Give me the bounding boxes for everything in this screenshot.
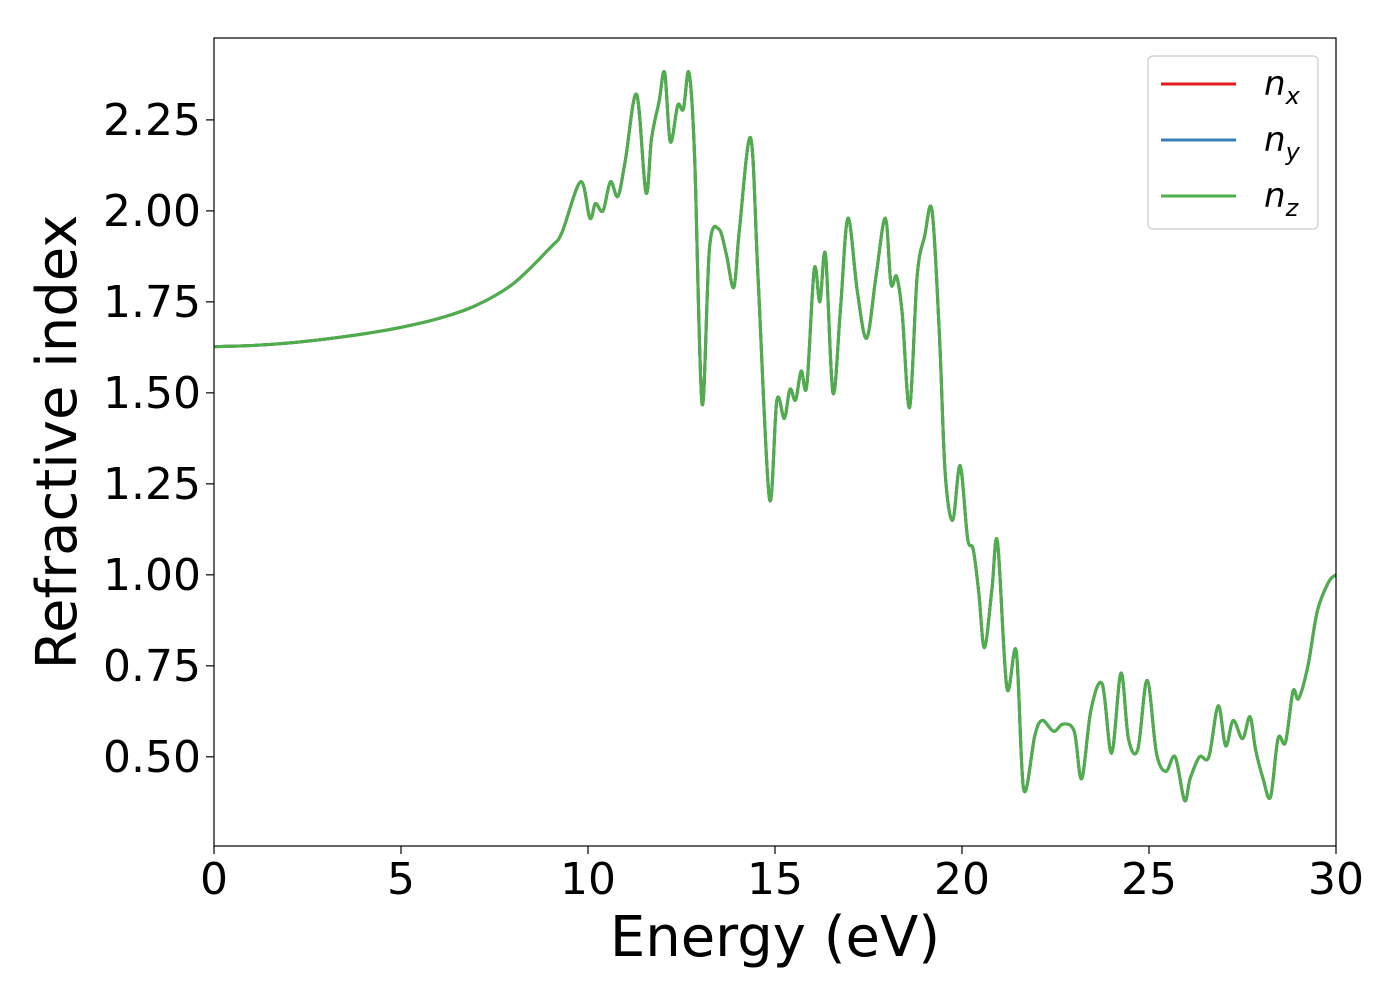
x-axis-title: Energy (eV) xyxy=(610,905,940,970)
legend-label-subscript: y xyxy=(1285,138,1301,166)
y-tick-label: 0.75 xyxy=(103,641,201,692)
legend-label-main: n xyxy=(1264,64,1286,104)
y-tick-label: 1.25 xyxy=(103,459,201,510)
legend-label-subscript: x xyxy=(1285,82,1301,110)
y-axis: 0.50 0.75 1.00 1.25 1.50 1.75 2.00 2.25 xyxy=(103,95,214,783)
legend-label-subscript: z xyxy=(1285,194,1300,222)
y-tick-label: 1.50 xyxy=(103,368,201,419)
y-axis-title: Refractive index xyxy=(25,215,90,670)
legend-label-main: n xyxy=(1264,120,1286,160)
y-tick-label: 2.00 xyxy=(103,186,201,237)
legend-label-main: n xyxy=(1264,176,1286,216)
x-tick-label: 0 xyxy=(200,854,228,905)
x-tick-label: 15 xyxy=(747,854,803,905)
x-tick-label: 20 xyxy=(934,854,990,905)
series-line-z xyxy=(214,69,1336,803)
y-tick-label: 2.25 xyxy=(103,95,201,146)
x-tick-label: 30 xyxy=(1308,854,1364,905)
y-tick-label: 1.75 xyxy=(103,277,201,328)
x-axis: 0 5 10 15 20 25 30 xyxy=(200,846,1364,905)
y-tick-label: 0.50 xyxy=(103,732,201,783)
legend-label-z: nz xyxy=(1264,176,1300,222)
legend-box xyxy=(1147,55,1319,230)
x-tick-label: 10 xyxy=(560,854,616,905)
legend-label-x: nx xyxy=(1264,64,1301,110)
y-tick-label: 1.00 xyxy=(103,550,201,601)
series-layer xyxy=(214,69,1336,803)
legend-label-y: ny xyxy=(1264,120,1301,166)
x-tick-label: 5 xyxy=(387,854,415,905)
x-tick-label: 25 xyxy=(1121,854,1177,905)
